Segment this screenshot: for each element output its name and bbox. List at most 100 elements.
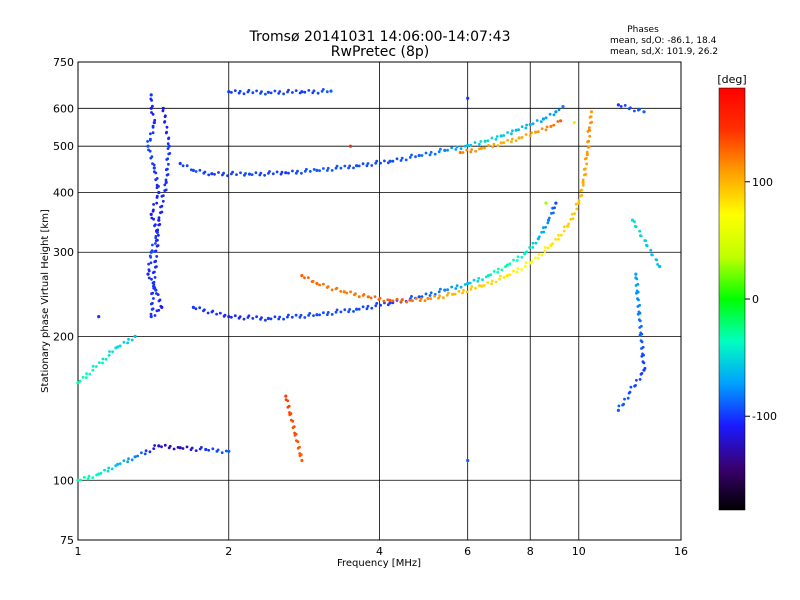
data-point xyxy=(343,164,347,168)
y-tick-label: 75 xyxy=(60,534,74,547)
data-point xyxy=(203,308,206,312)
data-point xyxy=(638,319,642,323)
data-point xyxy=(311,279,315,283)
data-point xyxy=(587,128,592,132)
data-point xyxy=(549,124,553,128)
data-point xyxy=(116,462,120,466)
data-point xyxy=(439,147,442,151)
data-point xyxy=(88,372,92,376)
data-point xyxy=(630,218,635,222)
data-point xyxy=(466,281,470,286)
data-points xyxy=(76,88,662,482)
data-point xyxy=(227,90,231,94)
data-point xyxy=(391,159,395,163)
data-point xyxy=(639,372,643,376)
data-point xyxy=(166,173,170,176)
data-point xyxy=(152,121,156,125)
data-point xyxy=(544,128,548,132)
data-point xyxy=(266,316,270,321)
data-point xyxy=(287,88,290,92)
data-point xyxy=(287,171,290,175)
data-point xyxy=(163,120,167,123)
data-point xyxy=(339,166,343,170)
data-point xyxy=(250,173,254,177)
data-point xyxy=(446,288,449,292)
data-point xyxy=(375,302,379,305)
data-point xyxy=(524,261,528,265)
data-point xyxy=(562,225,566,229)
data-point xyxy=(207,173,211,177)
data-point xyxy=(580,194,584,197)
data-point xyxy=(520,268,524,271)
data-point xyxy=(247,88,251,92)
data-point xyxy=(153,276,157,279)
data-point xyxy=(470,285,474,288)
data-point xyxy=(152,217,156,221)
data-point xyxy=(263,173,266,177)
data-point xyxy=(155,255,159,258)
data-point xyxy=(633,109,636,113)
data-point xyxy=(166,142,170,146)
data-point xyxy=(638,229,642,233)
data-point xyxy=(562,229,566,233)
grid-lines xyxy=(78,62,681,540)
y-tick-label: 200 xyxy=(53,330,74,343)
data-point xyxy=(540,230,543,234)
data-point xyxy=(154,288,158,292)
data-point xyxy=(429,291,433,295)
y-tick-label: 100 xyxy=(53,474,74,487)
data-point xyxy=(474,286,477,290)
data-point xyxy=(298,454,302,458)
data-point xyxy=(589,110,594,114)
data-point xyxy=(343,308,347,312)
data-point xyxy=(260,316,263,319)
data-point xyxy=(148,450,152,454)
data-point xyxy=(477,142,481,146)
data-point xyxy=(259,171,263,175)
data-point xyxy=(480,284,484,288)
data-point xyxy=(251,91,255,95)
data-point xyxy=(585,162,589,166)
data-point xyxy=(157,233,160,237)
data-point xyxy=(514,139,518,143)
data-point xyxy=(533,256,537,260)
data-point xyxy=(111,350,114,354)
data-point xyxy=(557,238,560,241)
data-point xyxy=(482,284,486,287)
x-tick-label: 10 xyxy=(572,545,586,558)
data-point xyxy=(330,169,334,172)
data-point xyxy=(499,134,503,138)
data-point xyxy=(531,246,535,249)
data-point xyxy=(557,108,561,112)
data-point xyxy=(299,313,303,317)
data-point xyxy=(520,125,524,129)
data-point xyxy=(348,144,353,148)
data-point xyxy=(280,170,284,174)
data-point xyxy=(541,117,546,121)
data-point xyxy=(97,315,101,319)
data-point xyxy=(339,290,343,293)
data-point xyxy=(465,148,469,152)
data-point xyxy=(218,311,222,315)
data-point xyxy=(146,144,150,148)
data-point xyxy=(469,150,473,154)
data-point xyxy=(499,141,503,145)
data-point xyxy=(168,152,172,155)
data-point xyxy=(517,128,520,132)
data-point xyxy=(130,458,134,462)
phase-legend-line-o: mean, sd,O: -86.1, 18.4 xyxy=(610,36,717,46)
data-point xyxy=(296,169,299,173)
data-point xyxy=(151,125,155,129)
data-point xyxy=(164,180,168,184)
data-point xyxy=(357,295,361,299)
data-point xyxy=(420,154,424,157)
data-point xyxy=(151,131,155,135)
phase-legend-line-x: mean, sd,X: 101.9, 26.2 xyxy=(610,47,718,57)
data-point xyxy=(502,141,506,145)
data-point xyxy=(347,310,350,314)
data-point xyxy=(395,157,399,161)
data-point xyxy=(149,132,152,136)
data-point xyxy=(490,279,494,283)
data-point xyxy=(106,469,110,473)
